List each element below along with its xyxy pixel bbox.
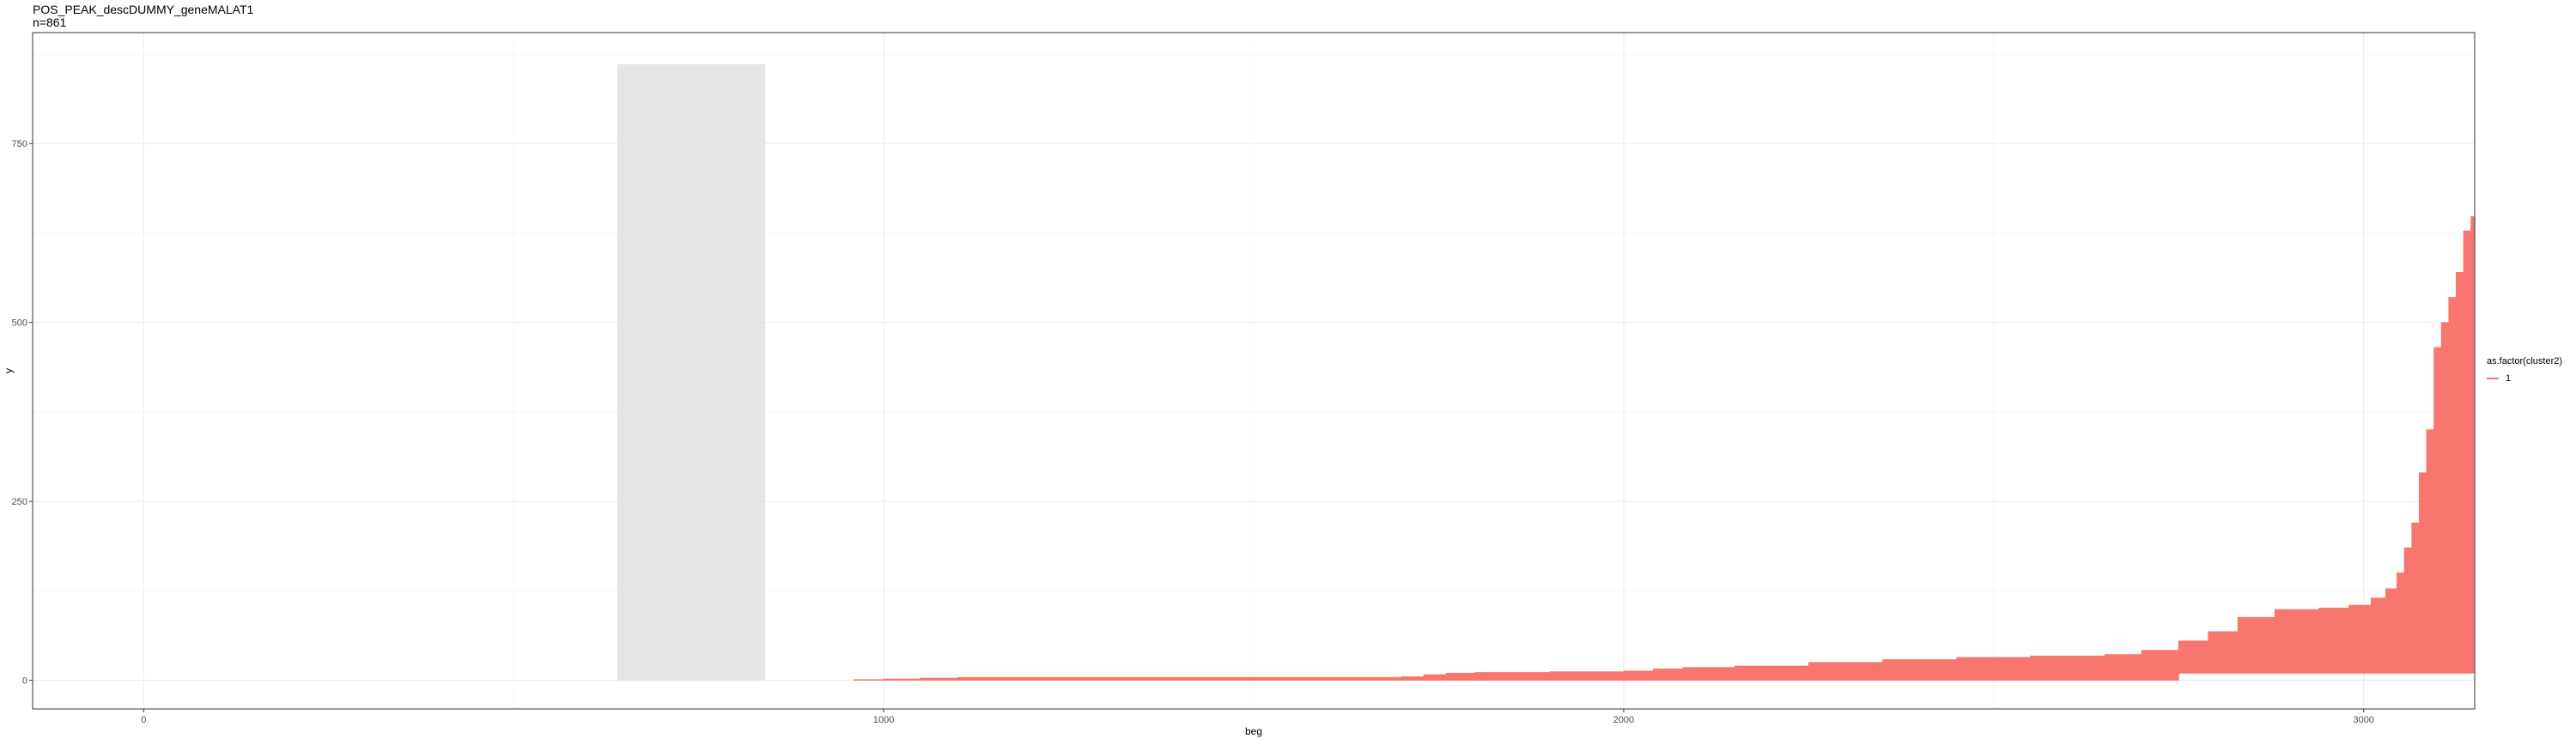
x-tick-label: 0: [141, 715, 146, 725]
highlight-region-layer: [617, 64, 766, 681]
plot-panel-border: [32, 32, 2476, 710]
chart-title: POS_PEAK_descDUMMY_geneMALAT1: [33, 3, 254, 16]
y-tick-label: 750: [12, 139, 27, 149]
legend-key-line: [2487, 378, 2499, 379]
x-tick-label: 2000: [1613, 715, 1634, 725]
y-tick-label: 0: [22, 676, 27, 687]
highlight-region: [617, 64, 766, 681]
series-area-1: [854, 198, 2476, 681]
chart-subtitle: n=861: [33, 15, 67, 29]
y-axis-title: y: [3, 368, 15, 373]
x-axis-title: beg: [1245, 725, 1262, 737]
x-tick-label: 3000: [2353, 715, 2373, 725]
axis-ticks: 0 1000 2000 3000 0 250 500 750: [12, 139, 2374, 725]
x-tick-label: 1000: [873, 715, 894, 725]
legend-entry-label: 1: [2506, 373, 2512, 384]
y-tick-label: 250: [12, 497, 27, 507]
legend: as.factor(cluster2) 1: [2487, 356, 2562, 384]
legend-entry: 1: [2487, 373, 2562, 384]
grid-lines: [33, 33, 2475, 709]
legend-title: as.factor(cluster2): [2487, 356, 2563, 366]
series-layer: [854, 198, 2476, 681]
y-tick-label: 500: [12, 318, 27, 329]
